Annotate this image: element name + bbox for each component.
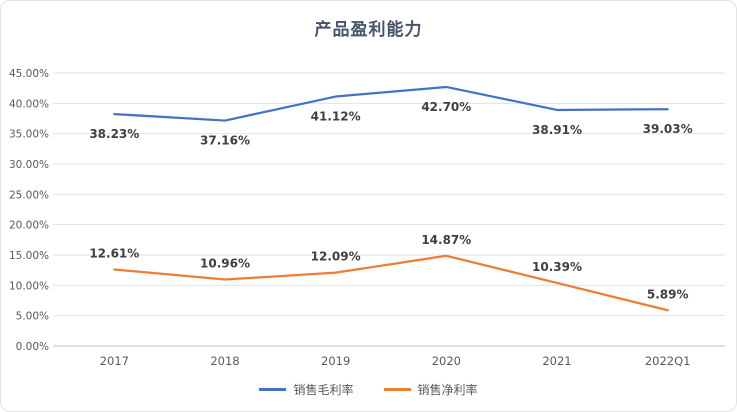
- chart-legend: 销售毛利率 销售净利率: [1, 381, 736, 398]
- y-tick-label: 20.00%: [9, 220, 49, 232]
- legend-label-net-margin: 销售净利率: [417, 383, 478, 397]
- data-label: 39.03%: [643, 122, 693, 136]
- data-label: 12.61%: [89, 246, 139, 260]
- x-axis-labels: 2017 2018 2019 2020 2021 2022Q1: [100, 354, 691, 368]
- legend-item-gross-margin: 销售毛利率: [259, 381, 354, 398]
- y-tick-label: 40.00%: [9, 98, 49, 110]
- y-tick-label: 35.00%: [9, 129, 49, 141]
- legend-line-gross-margin-icon: [259, 388, 287, 391]
- x-tick-label: 2022Q1: [645, 354, 691, 368]
- series-line-0: [113, 85, 669, 122]
- chart-title: 产品盈利能力: [314, 20, 423, 40]
- data-label: 5.89%: [647, 287, 689, 301]
- series-data-labels-1: 12.61% 10.96% 12.09% 14.87% 10.39% 5.89%: [89, 233, 688, 301]
- x-tick-label: 2018: [210, 354, 239, 368]
- y-tick-label: 15.00%: [9, 250, 49, 262]
- data-label: 10.39%: [532, 260, 582, 274]
- chart-plot-area: 0.00% 5.00% 10.00% 15.00% 20.00% 25.00% 30.00%…: [9, 68, 725, 368]
- gridlines: [53, 72, 725, 347]
- series-line-1: [113, 254, 669, 312]
- data-label: 41.12%: [311, 110, 361, 124]
- data-label: 38.23%: [89, 127, 139, 141]
- legend-label-gross-margin: 销售毛利率: [293, 383, 354, 397]
- x-tick-label: 2021: [542, 354, 571, 368]
- x-tick-label: 2019: [321, 354, 350, 368]
- data-label: 12.09%: [311, 250, 361, 264]
- x-tick-label: 2017: [100, 354, 129, 368]
- legend-line-net-margin-icon: [383, 388, 411, 391]
- data-label: 38.91%: [532, 123, 582, 137]
- data-label: 14.87%: [421, 233, 471, 247]
- y-tick-label: 10.00%: [9, 280, 49, 292]
- series-data-labels-0: 38.23% 37.16% 41.12% 42.70% 38.91% 39.03%: [89, 100, 692, 148]
- y-tick-label: 25.00%: [9, 189, 49, 201]
- x-tick-label: 2020: [432, 354, 461, 368]
- data-label: 37.16%: [200, 134, 250, 148]
- y-tick-label: 45.00%: [9, 68, 49, 80]
- y-tick-label: 5.00%: [16, 311, 49, 323]
- y-tick-label: 0.00%: [16, 341, 49, 353]
- data-label: 42.70%: [421, 100, 471, 114]
- data-label: 10.96%: [200, 257, 250, 271]
- legend-item-net-margin: 销售净利率: [383, 381, 478, 398]
- y-axis-labels: 0.00% 5.00% 10.00% 15.00% 20.00% 25.00% 30.00%…: [9, 68, 49, 353]
- y-tick-label: 30.00%: [9, 159, 49, 171]
